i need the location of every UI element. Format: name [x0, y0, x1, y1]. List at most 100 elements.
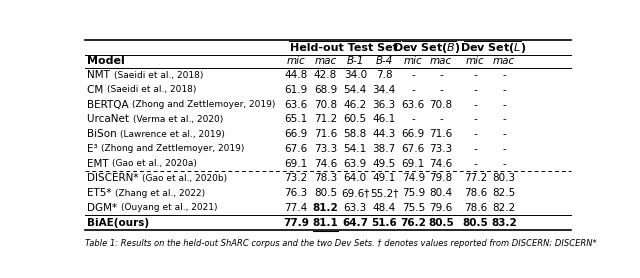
Text: 58.8: 58.8 [344, 129, 367, 139]
Text: 71.6: 71.6 [429, 129, 452, 139]
Text: 63.6: 63.6 [284, 100, 307, 110]
Text: B-4: B-4 [376, 56, 393, 66]
Text: -: - [474, 129, 477, 139]
Text: -: - [474, 115, 477, 125]
Text: 73.3: 73.3 [429, 144, 452, 154]
Text: EMT: EMT [88, 159, 112, 169]
Text: mic: mic [286, 56, 305, 66]
Text: 38.7: 38.7 [372, 144, 396, 154]
Text: 54.1: 54.1 [344, 144, 367, 154]
Text: (Zhong and Zettlemoyer, 2019): (Zhong and Zettlemoyer, 2019) [132, 100, 276, 109]
Text: 44.3: 44.3 [372, 129, 396, 139]
Text: -: - [502, 70, 506, 80]
Text: mic: mic [466, 56, 484, 66]
Text: -: - [502, 85, 506, 95]
Text: -: - [412, 85, 415, 95]
Text: mac: mac [493, 56, 515, 66]
Text: 64.7: 64.7 [342, 218, 368, 228]
Text: (Saeidi et al., 2018): (Saeidi et al., 2018) [107, 85, 196, 95]
Text: Dev Set($B$): Dev Set($B$) [394, 41, 461, 55]
Text: -: - [502, 100, 506, 110]
Text: 54.4: 54.4 [344, 85, 367, 95]
Text: NMT: NMT [88, 70, 113, 80]
Text: 76.3: 76.3 [284, 188, 307, 198]
Text: 63.6: 63.6 [402, 100, 425, 110]
Text: mac: mac [430, 56, 452, 66]
Text: -: - [474, 85, 477, 95]
Text: -: - [502, 129, 506, 139]
Text: 70.8: 70.8 [314, 100, 337, 110]
Text: Model: Model [88, 56, 125, 66]
Text: UrcaNet: UrcaNet [88, 115, 132, 125]
Text: Table 1: Results on the held-out ShARC corpus and the two Dev Sets. † denotes va: Table 1: Results on the held-out ShARC c… [85, 239, 596, 248]
Text: -: - [474, 144, 477, 154]
Text: 79.6: 79.6 [429, 203, 452, 213]
Text: DGM*: DGM* [88, 203, 121, 213]
Text: -: - [502, 144, 506, 154]
Text: BiSon: BiSon [88, 129, 120, 139]
Text: 82.5: 82.5 [492, 188, 516, 198]
Text: 75.9: 75.9 [402, 188, 425, 198]
Text: mic: mic [404, 56, 422, 66]
Text: -: - [502, 115, 506, 125]
Text: 63.3: 63.3 [344, 203, 367, 213]
Text: 65.1: 65.1 [284, 115, 307, 125]
Text: 81.2: 81.2 [313, 203, 339, 213]
Text: (Verma et al., 2020): (Verma et al., 2020) [132, 115, 223, 124]
Text: 74.6: 74.6 [314, 159, 337, 169]
Text: -: - [502, 159, 506, 169]
Text: BERTQA: BERTQA [88, 100, 132, 110]
Text: (Lawrence et al., 2019): (Lawrence et al., 2019) [120, 130, 225, 139]
Text: E³: E³ [88, 144, 101, 154]
Text: 69.1: 69.1 [402, 159, 425, 169]
Text: 48.4: 48.4 [372, 203, 396, 213]
Text: 78.3: 78.3 [314, 173, 337, 183]
Text: 34.0: 34.0 [344, 70, 367, 80]
Text: 61.9: 61.9 [284, 85, 307, 95]
Text: Dev Set($L$): Dev Set($L$) [460, 41, 526, 55]
Text: 73.2: 73.2 [284, 173, 307, 183]
Text: 74.9: 74.9 [402, 173, 425, 183]
Text: CM: CM [88, 85, 107, 95]
Text: 77.4: 77.4 [284, 203, 307, 213]
Text: 67.6: 67.6 [284, 144, 307, 154]
Text: 55.2†: 55.2† [370, 188, 398, 198]
Text: 80.5: 80.5 [463, 218, 488, 228]
Text: 79.8: 79.8 [429, 173, 452, 183]
Text: ET5*: ET5* [88, 188, 115, 198]
Text: (Zhang et al., 2022): (Zhang et al., 2022) [115, 189, 205, 198]
Text: B-1: B-1 [347, 56, 364, 66]
Text: -: - [412, 115, 415, 125]
Text: 71.2: 71.2 [314, 115, 337, 125]
Text: DISCERN*: DISCERN* [88, 173, 142, 183]
Text: -: - [474, 70, 477, 80]
Text: 81.1: 81.1 [313, 218, 339, 228]
Text: -: - [439, 85, 443, 95]
Text: -: - [439, 70, 443, 80]
Text: 36.3: 36.3 [372, 100, 396, 110]
Text: 66.9: 66.9 [284, 129, 307, 139]
Text: 49.1: 49.1 [372, 173, 396, 183]
Text: 34.4: 34.4 [372, 85, 396, 95]
Text: 42.8: 42.8 [314, 70, 337, 80]
Text: 83.2: 83.2 [492, 218, 517, 228]
Text: mac: mac [314, 56, 337, 66]
Text: Held-out Test Set: Held-out Test Set [291, 43, 398, 53]
Text: 76.2: 76.2 [401, 218, 426, 228]
Text: 60.5: 60.5 [344, 115, 367, 125]
Text: 69.1: 69.1 [284, 159, 307, 169]
Text: 66.9: 66.9 [402, 129, 425, 139]
Text: 78.6: 78.6 [464, 203, 487, 213]
Text: 64.0: 64.0 [344, 173, 367, 183]
Text: 80.3: 80.3 [493, 173, 516, 183]
Text: 67.6: 67.6 [402, 144, 425, 154]
Text: (Saeidi et al., 2018): (Saeidi et al., 2018) [113, 71, 203, 80]
Text: 74.6: 74.6 [429, 159, 452, 169]
Text: 77.9: 77.9 [283, 218, 308, 228]
Text: 70.8: 70.8 [429, 100, 452, 110]
Text: 69.6†: 69.6† [341, 188, 369, 198]
Text: 63.9: 63.9 [344, 159, 367, 169]
Text: -: - [412, 70, 415, 80]
Text: 77.2: 77.2 [464, 173, 487, 183]
Text: (Gao et al., 2020b): (Gao et al., 2020b) [142, 174, 227, 183]
